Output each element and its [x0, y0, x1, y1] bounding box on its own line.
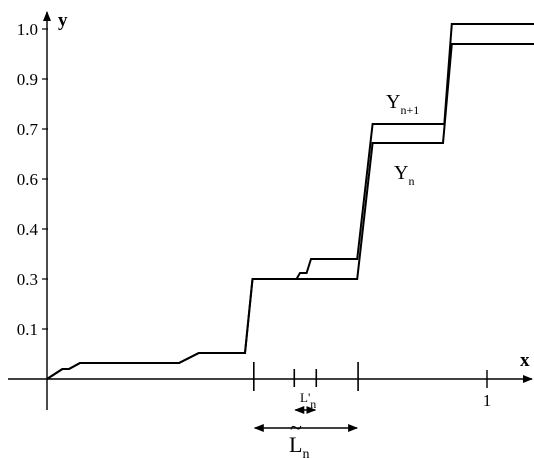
y-tick-label: 0.7 [17, 120, 39, 139]
series-label-1: Yn [394, 162, 414, 188]
axes: x y 0.1 0.3 0.4 0.6 0.7 0.9 1.0 1 [8, 10, 533, 410]
x-axis-label: x [520, 350, 530, 371]
y-tick-label: 0.9 [17, 70, 38, 89]
series-label-0-base: Y [386, 91, 400, 113]
y-tick-label: 0.6 [17, 170, 38, 189]
x-tick-label: 1 [483, 391, 492, 410]
annotation-label-0: L'n [300, 390, 316, 411]
series-label-0: Yn+1 [386, 91, 419, 117]
annotation-label-1-sub: n [302, 447, 309, 458]
y-tick-label: 0.3 [17, 270, 38, 289]
annotation-label-0-base: L' [300, 390, 310, 405]
y-tick-label: 0.1 [17, 320, 38, 339]
y-tick-label: 1.0 [17, 20, 38, 39]
y-tick-label: 0.4 [17, 220, 39, 239]
series-line-1 [46, 43, 534, 380]
annotation-label-1-accent: ~ [290, 415, 302, 440]
annotation-label-1-base: L [289, 432, 302, 457]
annotation-label-0-sub: n [310, 397, 316, 411]
series-label-0-sub: n+1 [400, 103, 419, 117]
annotation-label-1: Ln [289, 432, 309, 458]
series-line-0 [46, 23, 534, 380]
series-label-1-sub: n [408, 174, 414, 188]
series-label-1-base: Y [394, 162, 408, 184]
series-layer: Yn+1Yn [46, 23, 534, 380]
interval-annotations: L'nLn~ [253, 362, 359, 458]
y-axis-label: y [58, 10, 68, 31]
